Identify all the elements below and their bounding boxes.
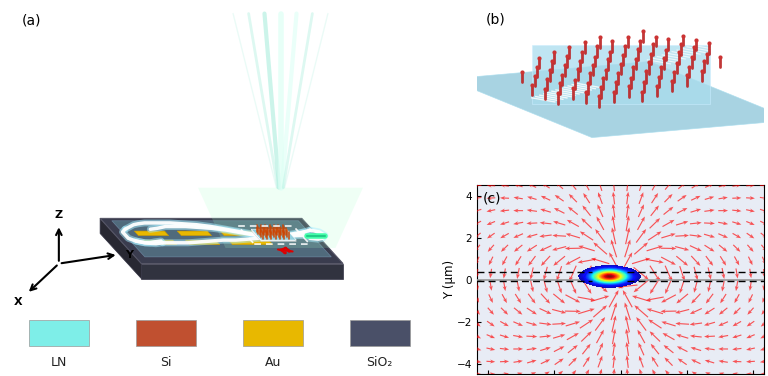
Polygon shape xyxy=(449,61,768,138)
Text: X: X xyxy=(14,297,22,307)
Text: Si: Si xyxy=(160,356,171,368)
Polygon shape xyxy=(228,240,273,245)
Polygon shape xyxy=(134,231,169,236)
Bar xyxy=(29,320,88,346)
Text: SiO₂: SiO₂ xyxy=(366,356,393,368)
Text: (b): (b) xyxy=(486,12,505,27)
Text: LN: LN xyxy=(51,356,67,368)
Polygon shape xyxy=(112,221,331,257)
Polygon shape xyxy=(251,230,296,241)
Text: Au: Au xyxy=(265,356,281,368)
Y-axis label: Y (μm): Y (μm) xyxy=(442,260,455,299)
Polygon shape xyxy=(143,240,177,245)
Text: (a): (a) xyxy=(22,14,41,27)
Polygon shape xyxy=(198,188,363,248)
Polygon shape xyxy=(100,218,141,279)
Bar xyxy=(136,320,196,346)
Bar xyxy=(350,320,409,346)
Polygon shape xyxy=(177,231,211,236)
Polygon shape xyxy=(220,231,264,236)
Text: (c): (c) xyxy=(483,191,502,205)
Polygon shape xyxy=(141,264,343,279)
Polygon shape xyxy=(100,218,343,264)
Text: Y: Y xyxy=(125,250,134,259)
Text: Z: Z xyxy=(55,210,63,220)
Polygon shape xyxy=(531,45,710,104)
Bar xyxy=(243,320,303,346)
Polygon shape xyxy=(185,240,220,245)
Polygon shape xyxy=(251,229,296,240)
